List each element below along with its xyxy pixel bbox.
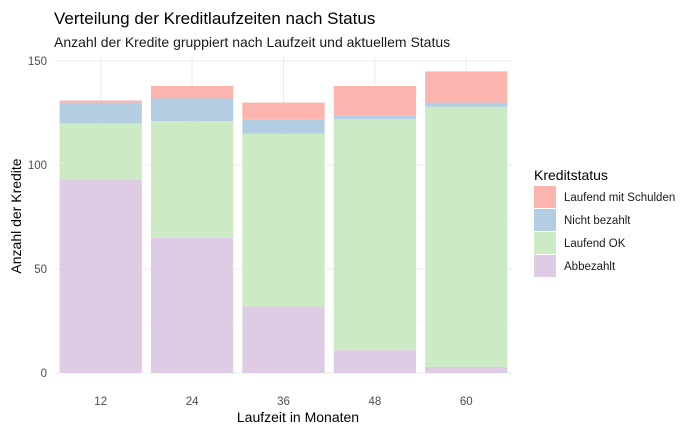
bar-12-nicht-bezahlt xyxy=(59,102,142,124)
bar-24-laufend-mit-schulden xyxy=(150,85,234,99)
legend-swatch xyxy=(534,232,556,254)
y-tick-labels: 0 50 100 150 xyxy=(28,56,47,380)
bar-48-laufend-ok xyxy=(333,119,417,351)
legend-swatch xyxy=(534,186,556,208)
chart-subtitle: Anzahl der Kredite gruppiert nach Laufze… xyxy=(54,34,450,50)
bar-24-abbezahlt xyxy=(150,237,234,373)
legend-label: Laufend mit Schulden xyxy=(564,192,675,204)
y-tick-label: 100 xyxy=(28,160,47,172)
x-tick-label: 60 xyxy=(460,396,473,408)
bar-12-laufend-mit-schulden xyxy=(59,100,142,103)
bar-36-abbezahlt xyxy=(242,306,325,373)
bar-36-laufend-mit-schulden xyxy=(242,102,325,120)
bar-60-laufend-mit-schulden xyxy=(425,71,508,103)
bar-36-laufend-ok xyxy=(242,133,325,307)
x-tick-labels: 12 24 36 48 60 xyxy=(94,396,472,408)
legend-label: Nicht bezahlt xyxy=(564,215,631,227)
bar-24-nicht-bezahlt xyxy=(150,98,234,122)
bars-group xyxy=(59,71,508,373)
legend-label: Laufend OK xyxy=(564,238,626,250)
bar-36-nicht-bezahlt xyxy=(242,119,325,134)
x-tick-label: 12 xyxy=(94,396,107,408)
bar-12-abbezahlt xyxy=(59,179,142,373)
legend-swatch xyxy=(534,255,556,277)
x-tick-label: 36 xyxy=(277,396,290,408)
bar-60-abbezahlt xyxy=(425,366,508,373)
y-tick-label: 150 xyxy=(28,56,47,68)
legend-title: Kreditstatus xyxy=(534,167,608,183)
legend-swatch xyxy=(534,209,556,231)
bar-24-laufend-ok xyxy=(150,121,234,238)
y-axis-title: Anzahl der Kredite xyxy=(8,158,24,273)
x-axis-title: Laufzeit in Monaten xyxy=(237,409,359,425)
x-tick-label: 48 xyxy=(369,396,382,408)
legend-label: Abbezahlt xyxy=(564,261,616,273)
bar-12-laufend-ok xyxy=(59,123,142,180)
x-tick-label: 24 xyxy=(186,396,199,408)
chart-title: Verteilung der Kreditlaufzeiten nach Sta… xyxy=(54,9,375,28)
bar-60-nicht-bezahlt xyxy=(425,102,508,107)
bar-60-laufend-ok xyxy=(425,106,508,367)
bar-48-abbezahlt xyxy=(333,350,417,373)
legend: Kreditstatus Laufend mit Schulden Nicht b… xyxy=(534,167,675,277)
bar-48-laufend-mit-schulden xyxy=(333,85,417,116)
y-tick-label: 0 xyxy=(41,368,47,380)
bar-48-nicht-bezahlt xyxy=(333,115,417,120)
y-tick-label: 50 xyxy=(34,264,47,276)
